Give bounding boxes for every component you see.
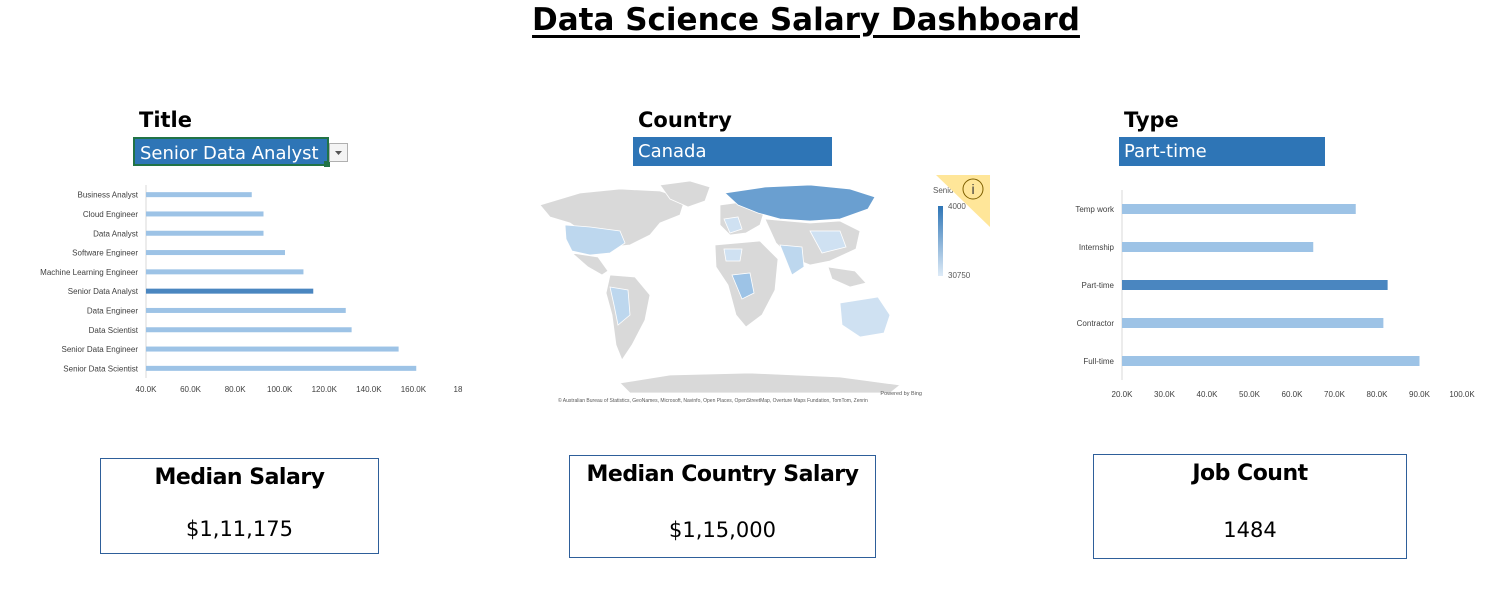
map-legend-min: 30750 xyxy=(948,271,971,280)
category-label: Contractor xyxy=(1077,319,1115,328)
info-icon-glyph: i xyxy=(971,181,974,197)
bar[interactable] xyxy=(1122,242,1314,252)
job-count-value: 1484 xyxy=(1223,518,1277,542)
x-tick-label: 70.0K xyxy=(1324,390,1346,399)
page-title: Data Science Salary Dashboard xyxy=(532,2,1080,38)
bar[interactable] xyxy=(146,307,346,313)
category-label: Data Analyst xyxy=(93,229,139,238)
x-tick-label: 30.0K xyxy=(1154,390,1176,399)
x-tick-label: 18 xyxy=(454,385,463,394)
x-tick-label: 100.0K xyxy=(1449,390,1475,399)
map-legend-gradient xyxy=(938,206,943,276)
bar[interactable] xyxy=(146,192,252,198)
map-powered-by: Powered by Bing xyxy=(880,391,922,397)
category-label: Senior Data Scientist xyxy=(63,364,138,373)
map-credits: © Australian Bureau of Statistics, GeoNa… xyxy=(558,397,868,404)
median-country-salary-value: $1,15,000 xyxy=(669,518,776,542)
x-tick-label: 60.0K xyxy=(1282,390,1304,399)
job-count-label: Job Count xyxy=(1192,461,1308,486)
median-salary-label: Median Salary xyxy=(154,465,325,490)
category-label: Cloud Engineer xyxy=(83,210,138,219)
x-tick-label: 40.0K xyxy=(1197,390,1219,399)
median-salary-card: Median Salary $1,11,175 xyxy=(100,458,379,554)
bar[interactable] xyxy=(146,211,264,217)
bar[interactable] xyxy=(1122,318,1384,328)
map-legend-series: Senio xyxy=(933,186,954,195)
median-salary-value: $1,11,175 xyxy=(186,517,293,541)
map-legend-max: 4000 xyxy=(948,202,966,211)
chevron-down-icon xyxy=(335,151,342,155)
x-tick-label: 50.0K xyxy=(1239,390,1261,399)
x-tick-label: 40.0K xyxy=(136,385,158,394)
median-country-salary-card: Median Country Salary $1,15,000 xyxy=(569,455,876,558)
x-tick-label: 80.0K xyxy=(1367,390,1389,399)
category-label: Software Engineer xyxy=(72,249,138,258)
map-land xyxy=(539,180,901,394)
x-tick-label: 100.0K xyxy=(267,385,293,394)
category-label: Senior Data Engineer xyxy=(62,345,139,354)
x-tick-label: 160.0K xyxy=(401,385,427,394)
bar[interactable] xyxy=(1122,280,1388,290)
x-tick-label: 140.0K xyxy=(356,385,382,394)
category-label: Temp work xyxy=(1075,205,1115,214)
selection-handle[interactable] xyxy=(324,161,330,167)
job-count-card: Job Count 1484 xyxy=(1093,454,1407,559)
type-salary-chart[interactable]: Temp work Internship Part-time Contractor Fu… xyxy=(1040,180,1500,405)
title-select[interactable]: Senior Data Analyst xyxy=(133,137,329,166)
bar[interactable] xyxy=(146,327,352,333)
category-label: Full-time xyxy=(1083,357,1114,366)
bar[interactable] xyxy=(146,288,314,294)
category-label: Internship xyxy=(1079,243,1115,252)
bar[interactable] xyxy=(146,269,304,275)
category-label: Data Scientist xyxy=(89,326,139,335)
category-label: Data Engineer xyxy=(87,306,138,315)
x-tick-label: 60.0K xyxy=(180,385,202,394)
x-tick-label: 90.0K xyxy=(1409,390,1431,399)
x-tick-label: 120.0K xyxy=(312,385,338,394)
info-icon[interactable] xyxy=(962,178,984,200)
median-country-salary-label: Median Country Salary xyxy=(586,462,860,487)
title-filter-label: Title xyxy=(139,108,193,132)
country-select[interactable]: Canada xyxy=(633,137,832,166)
title-salary-chart[interactable]: Business Analyst Cloud Engineer Data Analy… xyxy=(0,180,480,405)
type-filter-label: Type xyxy=(1124,108,1179,132)
bar[interactable] xyxy=(146,365,417,371)
bar[interactable] xyxy=(146,346,399,352)
title-dropdown-button[interactable] xyxy=(329,143,348,162)
category-label: Business Analyst xyxy=(78,191,139,200)
x-tick-label: 20.0K xyxy=(1112,390,1134,399)
type-select[interactable]: Part-time xyxy=(1119,137,1325,166)
bar[interactable] xyxy=(146,230,264,236)
x-tick-label: 80.0K xyxy=(225,385,247,394)
country-filter-label: Country xyxy=(638,108,732,132)
info-flag xyxy=(936,175,990,227)
category-label: Senior Data Analyst xyxy=(68,287,139,296)
bar[interactable] xyxy=(1122,204,1356,214)
bar[interactable] xyxy=(146,250,286,256)
bar[interactable] xyxy=(1122,356,1420,366)
category-label: Machine Learning Engineer xyxy=(40,268,138,277)
category-label: Part-time xyxy=(1082,281,1115,290)
world-salary-map[interactable]: Senio 4000 30750 i Powered by Bing © Aus… xyxy=(510,175,990,410)
